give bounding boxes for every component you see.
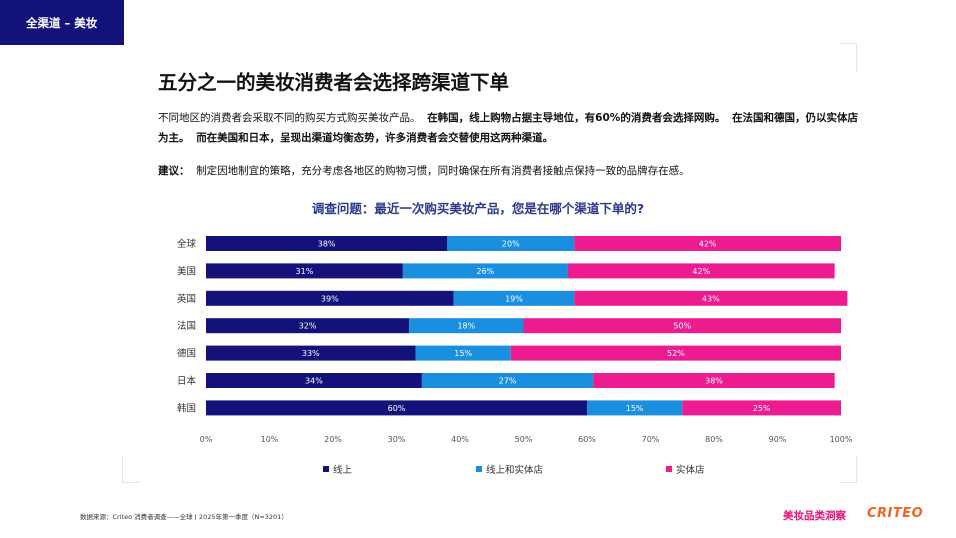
category-label: 英国 [177, 293, 196, 305]
description-sentence: 在韩国，线上购物占据主导地位，有60%的消费者会选择网购。 [427, 112, 726, 124]
bar-segment [510, 345, 841, 361]
legend-label: 线上和实体店 [486, 465, 544, 476]
category-label: 全球 [177, 238, 197, 250]
data-label: 50% [673, 322, 691, 331]
x-tick-label: 70% [642, 435, 660, 444]
data-label: 33% [302, 349, 320, 358]
x-tick-label: 0% [200, 435, 213, 444]
data-label: 42% [699, 240, 717, 249]
frame-corner [839, 43, 857, 71]
bar-segment [453, 290, 575, 306]
page-title: 五分之一的美妆消费者会选择跨渠道下单 [158, 71, 510, 94]
description: 不同地区的消费者会采取不同的购买方式购买美妆产品。 在韩国，线上购物占据主导地位… [158, 108, 858, 148]
bar-segment [682, 400, 841, 416]
data-source: 数据来源：Criteo 消费者调查——全球 | 2025年第一季度（N=3201… [80, 513, 288, 521]
data-label: 15% [454, 349, 472, 358]
advice-text: 制定因地制宜的策略，充分考虑各地区的购物习惯，同时确保在所有消费者接触点保持一致… [196, 165, 690, 177]
bar-segment [415, 345, 511, 361]
data-label: 39% [321, 294, 339, 303]
legend-item-store: 实体店 [666, 462, 705, 476]
data-label: 32% [299, 322, 317, 331]
x-tick-label: 40% [451, 435, 469, 444]
brand-insight-label: 美妆品类洞察 [783, 510, 846, 522]
data-label: 18% [457, 322, 475, 331]
legend-label: 线上 [333, 465, 353, 476]
data-label: 38% [705, 377, 723, 386]
data-label: 38% [318, 240, 336, 249]
description-sentence: 不同地区的消费者会采取不同的购买方式购买美妆产品。 [158, 112, 421, 124]
bar-segment [409, 318, 524, 334]
bar-segment [402, 263, 568, 279]
legend-item-online: 线上 [323, 462, 352, 476]
category-label: 法国 [177, 320, 196, 332]
chart-question: 调查问题：最近一次购买美妆产品，您是在哪个渠道下单的? [311, 201, 645, 216]
data-label: 60% [388, 404, 406, 413]
bar-segment [421, 373, 594, 388]
bar-segment [206, 345, 416, 361]
bar-segment [523, 318, 841, 334]
section-tag-label: 全渠道 – 美妆 [26, 15, 98, 30]
category-label: 日本 [177, 375, 197, 387]
description-sentence: 在法国和德国，仍以实体店为主。 [158, 112, 859, 144]
data-label: 19% [505, 294, 523, 303]
x-tick-label: 50% [515, 435, 533, 444]
data-label: 27% [499, 377, 517, 386]
data-label: 25% [753, 404, 771, 413]
stacked-bar-chart: 全球 38% 20% 42% 美国 31% 26% 42% 英国 39% 19% 43% 法国 32% 18… [177, 236, 853, 444]
advice-label: 建议： [158, 165, 190, 177]
legend-swatch [666, 466, 672, 472]
data-label: 42% [692, 267, 710, 276]
frame-corner [839, 455, 857, 483]
frame-corner [122, 455, 140, 483]
x-tick-label: 10% [261, 435, 279, 444]
data-label: 15% [626, 404, 644, 413]
data-label: 31% [296, 267, 314, 276]
bar-segment [206, 400, 587, 416]
data-label: 52% [667, 349, 685, 358]
legend-swatch [476, 466, 482, 472]
bar-segment [206, 290, 454, 306]
x-tick-label: 90% [769, 435, 787, 444]
bar-segment [574, 290, 848, 306]
bar-segment [447, 236, 575, 251]
bar-segment [587, 400, 683, 416]
content-frame [122, 43, 857, 483]
x-tick-label: 30% [388, 435, 406, 444]
x-tick-label: 20% [324, 435, 342, 444]
data-label: 26% [477, 267, 495, 276]
advice: 建议： 制定因地制宜的策略，充分考虑各地区的购物习惯，同时确保在所有消费者接触点… [158, 161, 858, 181]
bar-segment [206, 236, 448, 251]
legend-item-omnichannel: 线上和实体店 [476, 462, 543, 476]
bar-segment [574, 236, 841, 251]
bar-segment [206, 263, 403, 279]
category-label: 德国 [177, 348, 196, 360]
x-tick-label: 60% [578, 435, 596, 444]
x-tick-label: 80% [705, 435, 723, 444]
bar-segment [206, 373, 422, 388]
x-tick-label: 100% [830, 435, 853, 444]
data-label: 34% [305, 377, 323, 386]
bar-segment [567, 263, 835, 279]
data-label: 43% [702, 294, 720, 303]
data-label: 20% [502, 240, 520, 249]
legend-swatch [323, 466, 329, 472]
category-label: 韩国 [177, 402, 196, 414]
description-sentence: 而在美国和日本，呈现出渠道均衡态势，许多消费者会交替使用这两种渠道。 [196, 132, 554, 144]
bar-segment [206, 318, 410, 334]
criteo-logo: CRITEO [867, 506, 924, 521]
section-tag: 全渠道 – 美妆 [0, 0, 124, 45]
category-label: 美国 [177, 265, 196, 277]
legend-label: 实体店 [676, 465, 705, 476]
bar-segment [593, 373, 835, 388]
